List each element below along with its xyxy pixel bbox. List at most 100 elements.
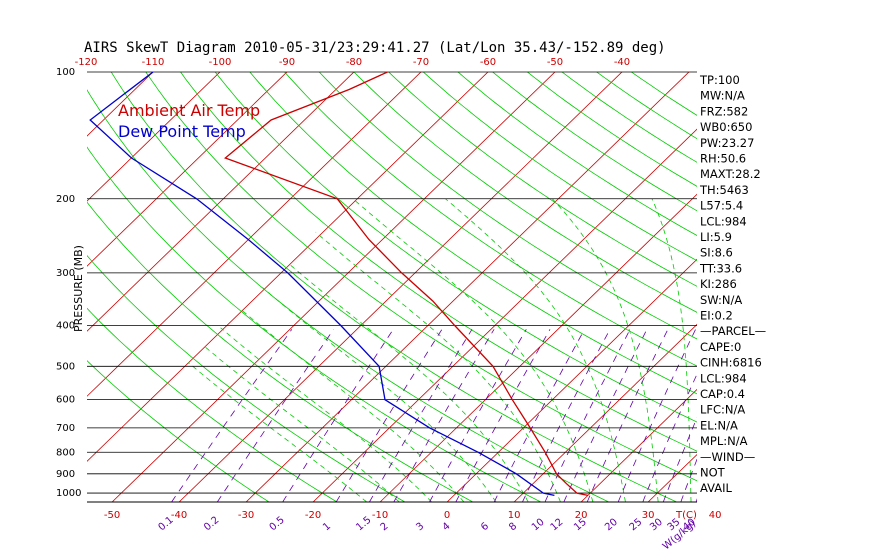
stability-index: LFC:N/A: [700, 403, 745, 417]
mixing-ratio-label: 2: [379, 521, 391, 534]
stability-index: RH:50.6: [700, 152, 746, 166]
stability-index: LCL:984: [700, 214, 747, 228]
mixing-ratio-label: 20: [603, 517, 620, 534]
dry-adiabat-line: [388, 72, 697, 287]
y-tick-label: 100: [56, 67, 75, 78]
dry-adiabat-line: [284, 72, 697, 367]
stability-index: KI:286: [700, 277, 737, 291]
dry-adiabat-line: [596, 72, 697, 140]
mixing-ratio-label: 6: [479, 521, 491, 534]
stability-index: MW:N/A: [700, 89, 745, 103]
dry-adiabat-line: [492, 72, 697, 212]
mixing-ratio-line: [216, 329, 335, 502]
mixing-ratio-line: [617, 329, 696, 502]
y-tick-label: 600: [56, 395, 75, 406]
mixing-ratio-line: [429, 329, 527, 502]
stability-index: CAP:0.4: [700, 387, 745, 401]
isotherm-line: [379, 193, 697, 502]
bottom-axis-unit: T(C): [675, 510, 697, 521]
dry-adiabat-line: [422, 72, 697, 262]
stability-index: NOT: [700, 466, 726, 480]
mixing-ratio-line: [522, 329, 611, 502]
bottom-temperature-tick: -10: [372, 510, 388, 521]
stability-index: SW:N/A: [700, 293, 742, 307]
stability-index: L57:5.4: [700, 199, 743, 213]
isotherm-line: [647, 453, 697, 502]
moist-adiabat-line: [352, 198, 594, 502]
bottom-temperature-tick: 30: [642, 510, 655, 521]
stability-index: MPL:N/A: [700, 434, 748, 448]
dry-adiabat-line: [457, 72, 697, 236]
top-temperature-tick: -120: [75, 57, 98, 68]
y-tick-label: 900: [56, 469, 75, 480]
stability-index: LI:5.9: [700, 230, 732, 244]
moist-adiabat-line: [651, 198, 692, 502]
isotherm-line: [87, 72, 221, 202]
dew-point-temp-line: [89, 72, 555, 497]
isotherm-line: [87, 72, 422, 397]
mixing-ratio-line: [680, 458, 697, 502]
mixing-ratio-label: 8: [507, 521, 519, 534]
stability-index: CAPE:0: [700, 340, 741, 354]
moist-adiabat-line: [288, 263, 529, 502]
mixing-ratio-line: [369, 329, 473, 502]
moist-adiabat-line: [262, 287, 497, 502]
bottom-temperature-tick: -20: [305, 510, 321, 521]
stability-index: —PARCEL—: [700, 324, 766, 338]
y-tick-label: 200: [56, 194, 75, 205]
stability-index: CINH:6816: [700, 356, 762, 370]
bottom-temperature-tick: -50: [104, 510, 120, 521]
stability-index: EL:N/A: [700, 418, 738, 432]
mixing-ratio-line: [171, 329, 293, 502]
bottom-temperature-tick: 0: [444, 510, 450, 521]
mixing-ratio-label: 1: [321, 521, 333, 534]
moist-adiabat-line: [202, 344, 400, 502]
bottom-temperature-tick: -40: [171, 510, 187, 521]
dry-adiabat-line: [526, 72, 697, 187]
y-tick-label: 400: [56, 321, 75, 332]
dry-adiabat-line: [318, 72, 697, 340]
mixing-ratio-label: 0.5: [268, 515, 287, 534]
mixing-ratio-line: [393, 329, 495, 502]
y-tick-label: 800: [56, 447, 75, 458]
stability-index: PW:23.27: [700, 136, 754, 150]
stability-index: AVAIL: [700, 481, 733, 495]
stability-index: —WIND—: [700, 450, 755, 464]
stability-index: WB0:650: [700, 120, 752, 134]
mixing-ratio-line: [563, 329, 648, 502]
bottom-temperature-tick: -30: [238, 510, 254, 521]
top-temperature-tick: -110: [142, 57, 165, 68]
top-temperature-tick: -100: [209, 57, 232, 68]
dry-adiabat-line: [214, 72, 697, 423]
isotherm-line: [111, 72, 556, 502]
mixing-ratio-label: 10: [530, 517, 547, 534]
isotherm-line: [446, 258, 697, 502]
chart-title: AIRS SkewT Diagram 2010-05-31/23:29:41.2…: [84, 40, 666, 56]
mixing-ratio-label: 0.2: [202, 515, 221, 534]
top-temperature-tick: -50: [547, 57, 563, 68]
y-tick-label: 700: [56, 423, 75, 434]
legend-ambient-air-temp: Ambient Air Temp: [118, 101, 260, 120]
dry-adiabat-line: [87, 146, 541, 502]
mixing-ratio-line: [662, 416, 697, 502]
ambient-air-temp-line: [224, 72, 589, 497]
top-temperature-tick: -80: [346, 57, 362, 68]
stability-index: LCL:984: [700, 371, 747, 385]
moist-adiabat-line: [239, 308, 465, 502]
y-tick-label: 500: [56, 361, 75, 372]
mixing-ratio-line: [544, 329, 631, 502]
isotherm-line: [782, 53, 870, 502]
isotherm-line: [245, 72, 690, 502]
dry-adiabat-line: [561, 72, 697, 163]
moist-adiabat-line: [315, 231, 561, 502]
y-tick-label: 300: [56, 268, 75, 279]
stability-index: SI:8.6: [700, 246, 733, 260]
stability-index: MAXT:28.2: [700, 167, 761, 181]
moist-adiabat-line: [552, 198, 659, 502]
bottom-temperature-tick: 20: [575, 510, 588, 521]
isobar-lines: [87, 71, 697, 503]
mixing-ratio-label: 4: [441, 521, 453, 534]
moist-adiabat-line: [188, 362, 367, 502]
